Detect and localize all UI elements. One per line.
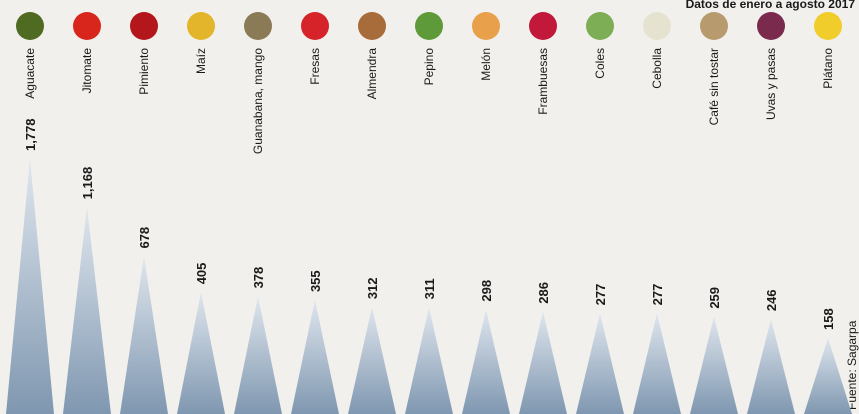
spike <box>576 313 624 414</box>
product-icon <box>244 12 272 40</box>
category-label: Fresas <box>308 48 322 85</box>
spike <box>291 300 339 414</box>
spike <box>234 296 282 414</box>
value-label: 259 <box>707 287 722 309</box>
category-label: Coles <box>593 48 607 79</box>
product-icon <box>814 12 842 40</box>
spike <box>747 319 795 414</box>
category-label: Aguacate <box>23 48 37 99</box>
value-label: 246 <box>764 289 779 311</box>
category-label: Pimiento <box>137 48 151 95</box>
category-label: Melón <box>479 48 493 81</box>
product-icon <box>700 12 728 40</box>
spike <box>177 292 225 414</box>
value-label: 298 <box>479 280 494 302</box>
category-label: Uvas y pasas <box>764 48 778 120</box>
value-label: 158 <box>821 308 836 330</box>
value-label: 277 <box>650 284 665 306</box>
product-icon <box>586 12 614 40</box>
value-label: 1,168 <box>80 167 95 200</box>
category-label: Cebolla <box>650 48 664 89</box>
product-icon <box>415 12 443 40</box>
category-label: Jitomate <box>80 48 94 94</box>
category-label: Maíz <box>194 48 208 74</box>
category-label: Pepino <box>422 48 436 86</box>
value-label: 355 <box>308 270 323 292</box>
value-label: 311 <box>422 278 437 299</box>
product-icon <box>529 12 557 40</box>
product-icon <box>757 12 785 40</box>
spike <box>462 309 510 414</box>
product-icon <box>472 12 500 40</box>
category-label: Frambuesas <box>536 48 550 115</box>
value-label: 286 <box>536 282 551 304</box>
spike <box>63 207 111 414</box>
source: Fuente: Sagarpa <box>845 320 859 410</box>
value-label: 277 <box>593 284 608 306</box>
value-label: 378 <box>251 267 266 289</box>
product-icon <box>643 12 671 40</box>
spike <box>120 256 168 414</box>
category-label: Almendra <box>365 48 379 100</box>
product-icon <box>130 12 158 40</box>
category-label: Plátano <box>821 48 835 89</box>
category-label: Guanabana, mango <box>251 48 265 154</box>
product-icon <box>187 12 215 40</box>
spike <box>690 316 738 414</box>
category-label: Café sin tostar <box>707 48 721 125</box>
spike <box>348 307 396 414</box>
spike <box>6 159 54 414</box>
subtitle: Datos de enero a agosto 2017 <box>686 0 856 11</box>
product-icon <box>301 12 329 40</box>
product-icon <box>358 12 386 40</box>
product-icon <box>16 12 44 40</box>
product-icon <box>73 12 101 40</box>
value-label: 1,778 <box>23 118 38 151</box>
value-label: 678 <box>137 227 152 249</box>
spike <box>804 337 852 414</box>
spike <box>519 311 567 414</box>
spike <box>405 307 453 414</box>
value-label: 312 <box>365 277 380 299</box>
value-label: 405 <box>194 263 209 285</box>
spike <box>633 313 681 414</box>
